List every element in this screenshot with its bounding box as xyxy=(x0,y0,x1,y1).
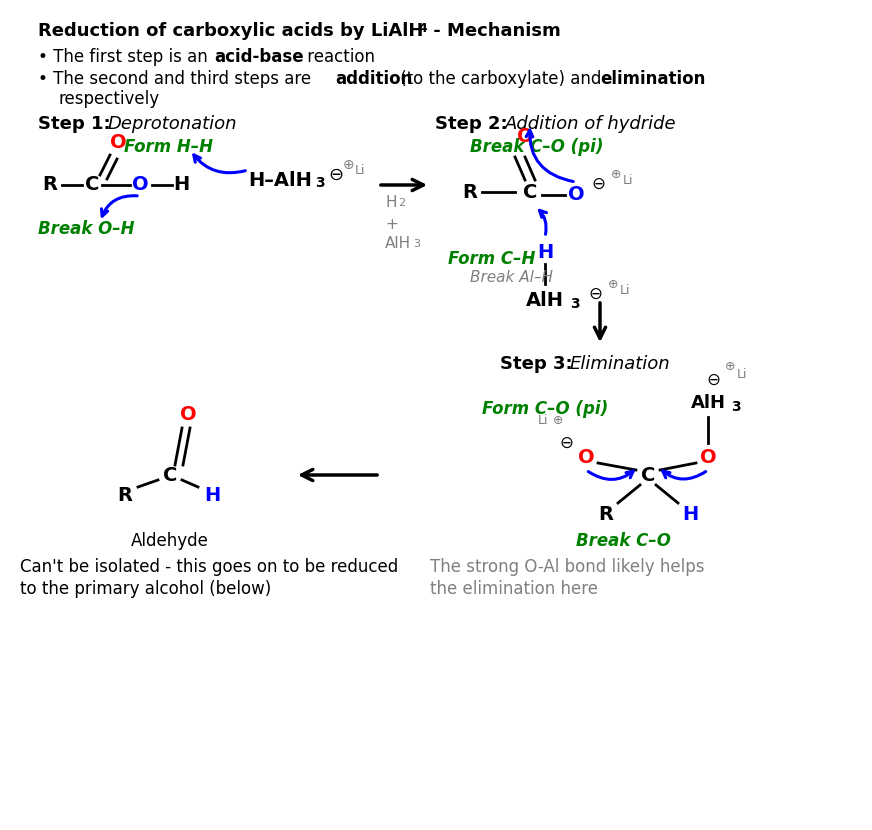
Text: Step 3:: Step 3: xyxy=(500,355,573,373)
Text: ⊕: ⊕ xyxy=(610,168,621,180)
Text: +: + xyxy=(385,217,398,232)
Text: to the primary alcohol (below): to the primary alcohol (below) xyxy=(20,580,271,598)
Text: Elimination: Elimination xyxy=(570,355,671,373)
Text: Break C–O: Break C–O xyxy=(576,532,671,550)
Text: Li: Li xyxy=(737,368,747,380)
Text: Break C–O (pi): Break C–O (pi) xyxy=(470,138,603,156)
Text: Addition of hydride: Addition of hydride xyxy=(505,115,677,133)
Text: H: H xyxy=(682,505,698,525)
Text: C: C xyxy=(523,183,537,202)
Text: 3: 3 xyxy=(413,239,420,249)
Text: ⊖: ⊖ xyxy=(588,285,602,303)
Text: O: O xyxy=(577,447,595,466)
Text: R: R xyxy=(462,183,478,202)
Text: addition: addition xyxy=(335,70,412,88)
Text: • The first step is an: • The first step is an xyxy=(38,48,213,66)
Text: C: C xyxy=(163,466,177,485)
Text: Li: Li xyxy=(538,413,548,427)
Text: Step 2:: Step 2: xyxy=(435,115,508,133)
Text: O: O xyxy=(517,128,534,147)
Text: Li: Li xyxy=(623,173,633,187)
Text: (to the carboxylate) and: (to the carboxylate) and xyxy=(395,70,607,88)
Text: 2: 2 xyxy=(398,198,405,208)
Text: Form C–H: Form C–H xyxy=(448,250,535,268)
Text: reaction: reaction xyxy=(302,48,375,66)
Text: H: H xyxy=(204,486,220,505)
Text: O: O xyxy=(699,447,716,466)
Text: R: R xyxy=(598,505,614,525)
Text: ⊖: ⊖ xyxy=(328,166,343,184)
Text: 3: 3 xyxy=(570,297,580,311)
Text: Break O–H: Break O–H xyxy=(38,220,134,238)
Text: O: O xyxy=(132,175,148,194)
Text: ⊕: ⊕ xyxy=(343,158,355,172)
Text: R: R xyxy=(118,486,133,505)
Text: the elimination here: the elimination here xyxy=(430,580,598,598)
Text: 3: 3 xyxy=(315,176,324,190)
Text: Step 1:: Step 1: xyxy=(38,115,111,133)
Text: 3: 3 xyxy=(732,400,741,414)
Text: - Mechanism: - Mechanism xyxy=(427,22,561,40)
Text: ⊕: ⊕ xyxy=(553,413,563,427)
Text: Can't be isolated - this goes on to be reduced: Can't be isolated - this goes on to be r… xyxy=(20,558,399,576)
Text: ⊕: ⊕ xyxy=(608,277,618,290)
Text: H: H xyxy=(385,195,397,210)
Text: AlH: AlH xyxy=(526,290,564,310)
Text: • The second and third steps are: • The second and third steps are xyxy=(38,70,317,88)
Text: Li: Li xyxy=(620,284,630,296)
Text: AlH: AlH xyxy=(691,394,726,412)
Text: Form H–H: Form H–H xyxy=(124,138,213,156)
Text: Break Al–H: Break Al–H xyxy=(470,270,553,285)
Text: elimination: elimination xyxy=(600,70,705,88)
Text: Form C–O (pi): Form C–O (pi) xyxy=(482,400,609,418)
Text: Deprotonation: Deprotonation xyxy=(108,115,237,133)
Text: H: H xyxy=(173,175,189,194)
Text: 4: 4 xyxy=(418,22,426,35)
Text: Reduction of carboxylic acids by LiAlH: Reduction of carboxylic acids by LiAlH xyxy=(38,22,424,40)
Text: R: R xyxy=(43,175,58,194)
Text: O: O xyxy=(568,184,584,203)
Text: H: H xyxy=(537,242,553,261)
Text: The strong O-Al bond likely helps: The strong O-Al bond likely helps xyxy=(430,558,705,576)
Text: AlH: AlH xyxy=(385,236,411,251)
Text: Li: Li xyxy=(355,164,365,177)
Text: ⊖: ⊖ xyxy=(559,434,573,452)
Text: respectively: respectively xyxy=(58,90,159,108)
Text: H–AlH: H–AlH xyxy=(248,170,312,189)
Text: ⊖: ⊖ xyxy=(591,175,605,193)
Text: acid-base: acid-base xyxy=(214,48,303,66)
Text: Aldehyde: Aldehyde xyxy=(131,532,209,550)
Text: C: C xyxy=(85,175,99,194)
Text: O: O xyxy=(180,406,196,424)
Text: O: O xyxy=(110,133,126,152)
Text: ⊖: ⊖ xyxy=(706,371,720,389)
Text: ⊕: ⊕ xyxy=(725,360,735,374)
Text: C: C xyxy=(641,466,655,485)
